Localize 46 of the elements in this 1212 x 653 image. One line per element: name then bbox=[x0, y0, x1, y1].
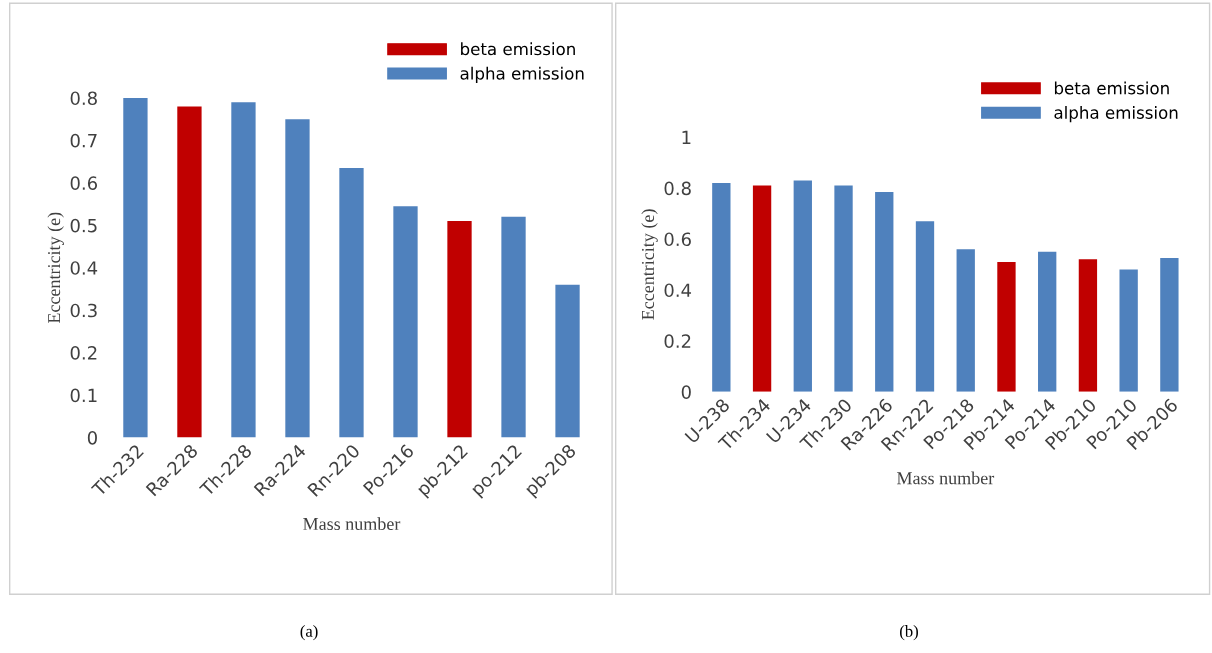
legend-label: alpha emission bbox=[460, 66, 584, 83]
legend-label: beta emission bbox=[461, 42, 575, 56]
text: (a) bbox=[300, 625, 318, 641]
y-tick-label: 0.3 bbox=[70, 303, 97, 318]
bar bbox=[1160, 258, 1179, 392]
bar bbox=[447, 221, 472, 438]
y-tick-label: 0.4 bbox=[70, 261, 98, 275]
bar bbox=[956, 249, 975, 392]
y-tick-label: 0.8 bbox=[70, 91, 97, 106]
y-tick-label: 0 bbox=[681, 385, 691, 399]
y-tick-label: 0.4 bbox=[664, 283, 692, 298]
y-tick-label: 0.8 bbox=[664, 181, 691, 196]
y-tick-label: 0.5 bbox=[70, 218, 97, 233]
bar bbox=[1119, 269, 1138, 392]
bar bbox=[393, 206, 418, 438]
bar bbox=[915, 221, 935, 392]
bar bbox=[339, 167, 364, 438]
text: (b) bbox=[900, 625, 918, 641]
bar bbox=[712, 182, 731, 392]
y-tick-label: 1 bbox=[682, 130, 691, 144]
bar bbox=[285, 119, 310, 438]
bar bbox=[123, 97, 148, 438]
bar bbox=[1038, 251, 1057, 392]
y-axis-title: Eccentricity (e) bbox=[641, 209, 658, 320]
bar bbox=[231, 102, 256, 438]
bar bbox=[834, 185, 853, 392]
bar bbox=[793, 180, 812, 392]
y-axis-title: Eccentricity (e) bbox=[47, 212, 64, 324]
legend-label: beta emission bbox=[1054, 81, 1169, 95]
x-axis-title: Mass number bbox=[896, 471, 995, 485]
bar bbox=[997, 261, 1016, 392]
bar bbox=[501, 216, 526, 438]
y-tick-label: 0.6 bbox=[70, 176, 98, 190]
bar bbox=[1078, 259, 1098, 392]
bar bbox=[752, 185, 772, 392]
y-tick-label: 0 bbox=[87, 430, 97, 445]
y-tick-label: 0.6 bbox=[664, 232, 691, 247]
y-tick-label: 0.7 bbox=[70, 133, 97, 148]
y-tick-label: 0.2 bbox=[664, 334, 691, 348]
bar bbox=[555, 284, 580, 438]
bar bbox=[875, 191, 894, 392]
bar bbox=[177, 106, 202, 438]
y-tick-label: 0.2 bbox=[70, 346, 97, 360]
x-axis-title: Mass number bbox=[303, 517, 401, 531]
legend-label: alpha emission bbox=[1054, 106, 1178, 123]
y-tick-label: 0.1 bbox=[70, 388, 97, 403]
